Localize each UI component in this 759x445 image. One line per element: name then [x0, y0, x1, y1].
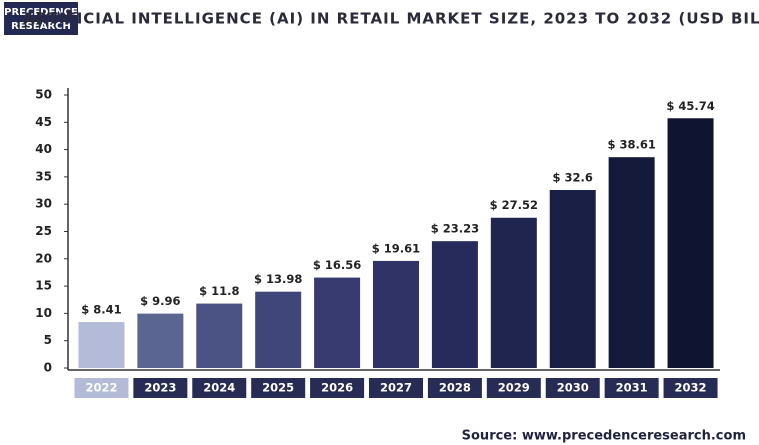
- source: Source: www.precedenceresearch.com: [462, 429, 746, 444]
- value-label: $ 27.52: [490, 198, 538, 212]
- category-box: [369, 378, 423, 398]
- bar: [137, 313, 184, 368]
- y-tick-label: 35: [35, 169, 52, 183]
- y-tick-label: 30: [35, 197, 52, 211]
- bar: [314, 277, 361, 368]
- category-box: [74, 378, 129, 398]
- value-label: $ 38.61: [607, 138, 655, 152]
- x-tick-label: 2024: [203, 381, 235, 395]
- y-tick-label: 10: [35, 306, 52, 320]
- y-tick-label: 25: [35, 224, 52, 238]
- y-tick-label: 40: [35, 142, 52, 156]
- value-label: $ 19.61: [372, 241, 420, 255]
- category-box: [192, 378, 247, 398]
- category-box: [486, 378, 541, 398]
- x-tick-label: 2022: [85, 381, 117, 395]
- bar: [196, 303, 243, 368]
- category-box: [604, 378, 659, 398]
- bar: [431, 241, 478, 368]
- x-tick-label: 2025: [262, 381, 294, 395]
- bar: [549, 190, 596, 368]
- x-tick-label: 2031: [616, 381, 648, 395]
- x-tick-label: 2026: [321, 381, 353, 395]
- category-box: [663, 378, 718, 398]
- value-label: $ 23.23: [431, 222, 479, 236]
- y-tick-label: 15: [35, 279, 52, 293]
- logo-line: PRECEDENCE: [4, 7, 78, 18]
- category-box: [251, 378, 306, 398]
- y-tick-label: 50: [35, 88, 52, 102]
- bar: [373, 260, 419, 368]
- logo-line: RESEARCH: [11, 21, 71, 32]
- value-label: $ 45.74: [666, 99, 714, 113]
- y-tick-label: 20: [35, 251, 52, 265]
- value-label: $ 32.6: [553, 171, 593, 185]
- y-tick-label: 5: [44, 333, 52, 347]
- category-box: [545, 378, 600, 398]
- x-tick-label: 2030: [557, 381, 589, 395]
- y-tick-label: 0: [44, 361, 52, 375]
- bar: [490, 217, 537, 368]
- bar: [608, 157, 655, 368]
- bar: [667, 118, 714, 368]
- y-tick-label: 45: [35, 115, 52, 129]
- value-label: $ 9.96: [140, 294, 180, 308]
- x-tick-label: 2032: [675, 381, 707, 395]
- category-box: [133, 378, 188, 398]
- x-tick-label: 2029: [498, 381, 530, 395]
- value-label: $ 13.98: [254, 272, 302, 286]
- category-box: [310, 378, 365, 398]
- x-tick-label: 2023: [144, 381, 176, 395]
- bar: [78, 322, 125, 368]
- value-label: $ 11.8: [199, 284, 239, 298]
- category-box: [427, 378, 482, 398]
- x-tick-label: 2028: [439, 381, 471, 395]
- value-label: $ 8.41: [81, 303, 121, 317]
- bar: [255, 291, 302, 368]
- logo-box: [4, 2, 78, 35]
- chart-title: ARTIFICIAL INTELLIGENCE (AI) IN RETAIL M…: [23, 10, 759, 28]
- value-label: $ 16.56: [313, 258, 361, 272]
- x-tick-label: 2027: [380, 381, 412, 395]
